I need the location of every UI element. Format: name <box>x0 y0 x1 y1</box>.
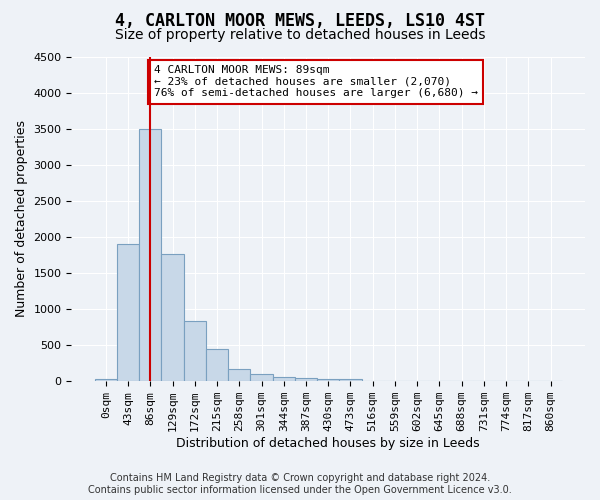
Bar <box>272 377 295 381</box>
Bar <box>340 380 362 381</box>
Bar <box>139 128 161 381</box>
Bar <box>317 379 340 381</box>
Bar <box>206 349 228 381</box>
Bar <box>228 369 250 381</box>
Text: Size of property relative to detached houses in Leeds: Size of property relative to detached ho… <box>115 28 485 42</box>
Text: Contains HM Land Registry data © Crown copyright and database right 2024.
Contai: Contains HM Land Registry data © Crown c… <box>88 474 512 495</box>
Bar <box>250 374 272 381</box>
Bar <box>95 379 117 381</box>
Bar <box>295 378 317 381</box>
Text: 4 CARLTON MOOR MEWS: 89sqm
← 23% of detached houses are smaller (2,070)
76% of s: 4 CARLTON MOOR MEWS: 89sqm ← 23% of deta… <box>154 65 478 98</box>
Text: 4, CARLTON MOOR MEWS, LEEDS, LS10 4ST: 4, CARLTON MOOR MEWS, LEEDS, LS10 4ST <box>115 12 485 30</box>
Bar <box>161 254 184 381</box>
Bar <box>184 320 206 381</box>
Bar <box>117 244 139 381</box>
Y-axis label: Number of detached properties: Number of detached properties <box>15 120 28 318</box>
X-axis label: Distribution of detached houses by size in Leeds: Distribution of detached houses by size … <box>176 437 480 450</box>
